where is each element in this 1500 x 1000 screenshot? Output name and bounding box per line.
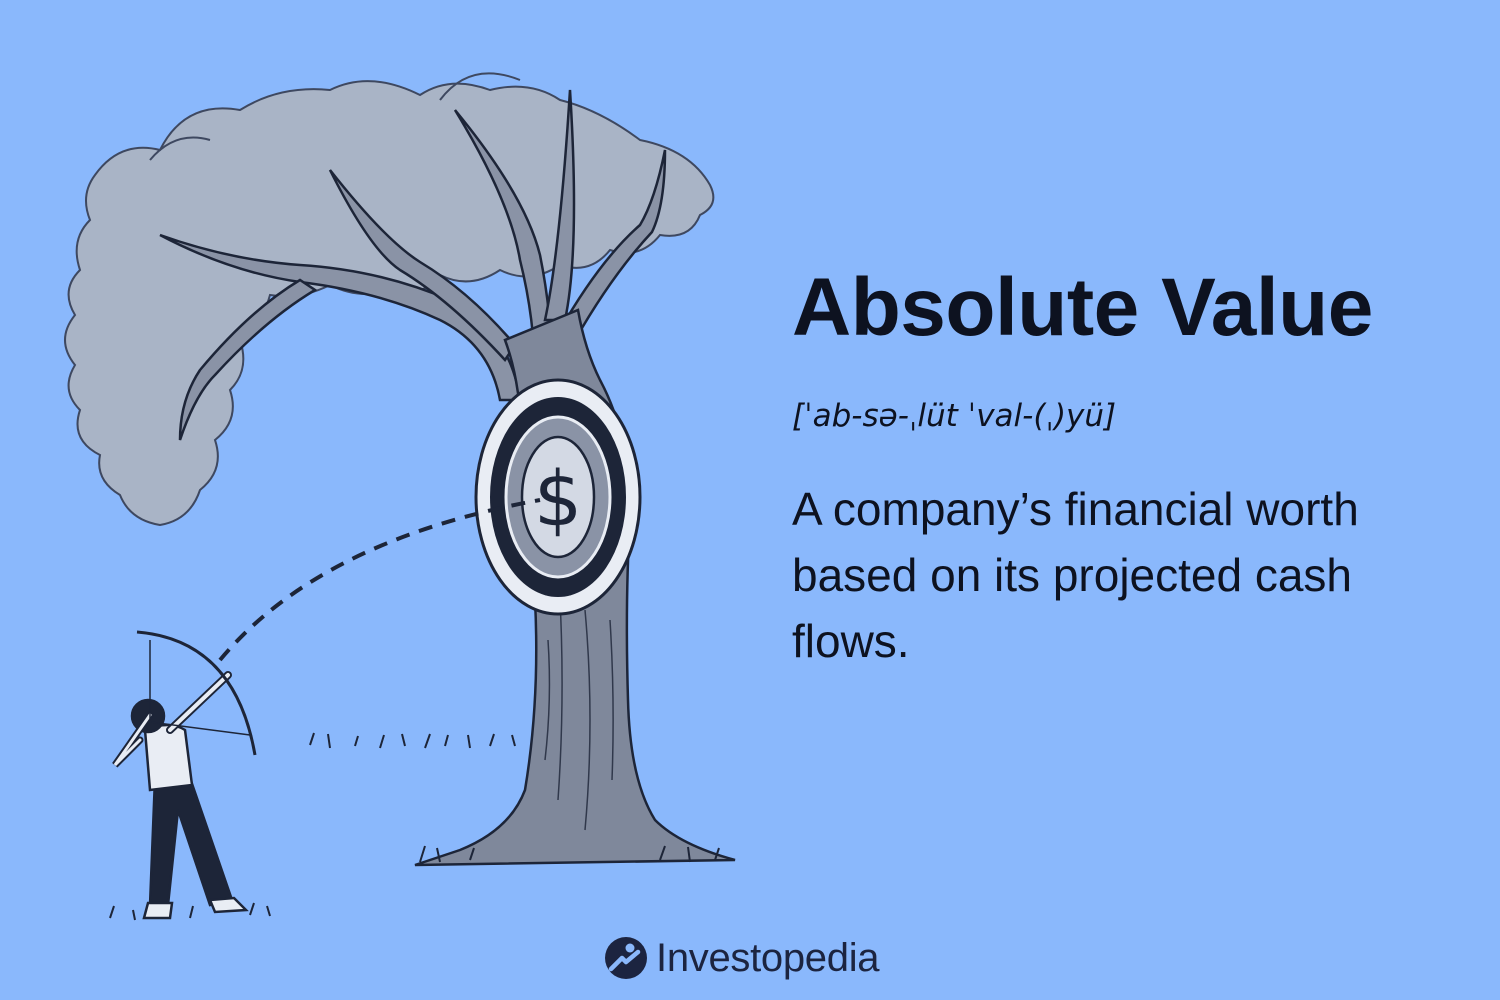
definition-text: A company’s financial worth based on its… <box>792 483 1359 667</box>
trunk-texture <box>544 599 614 831</box>
brand-name: Investopedia <box>656 936 880 980</box>
brand-logo: Investopedia <box>604 934 880 982</box>
definition-panel: Absolute Value [ˈab-sə-ˌlüt ˈval-(ˌ)yü] … <box>792 258 1472 674</box>
archer-tree-illustration: $ <box>64 72 736 921</box>
term-title: Absolute Value <box>792 262 1373 353</box>
tree-branches <box>159 89 667 441</box>
archer <box>112 630 257 920</box>
target: $ <box>474 378 642 616</box>
grass <box>109 732 720 921</box>
dollar-icon: $ <box>534 454 582 543</box>
investopedia-logo-icon <box>605 937 647 979</box>
pronunciation: [ˈab-sə-ˌlüt ˈval-(ˌ)yü] <box>792 398 1117 434</box>
